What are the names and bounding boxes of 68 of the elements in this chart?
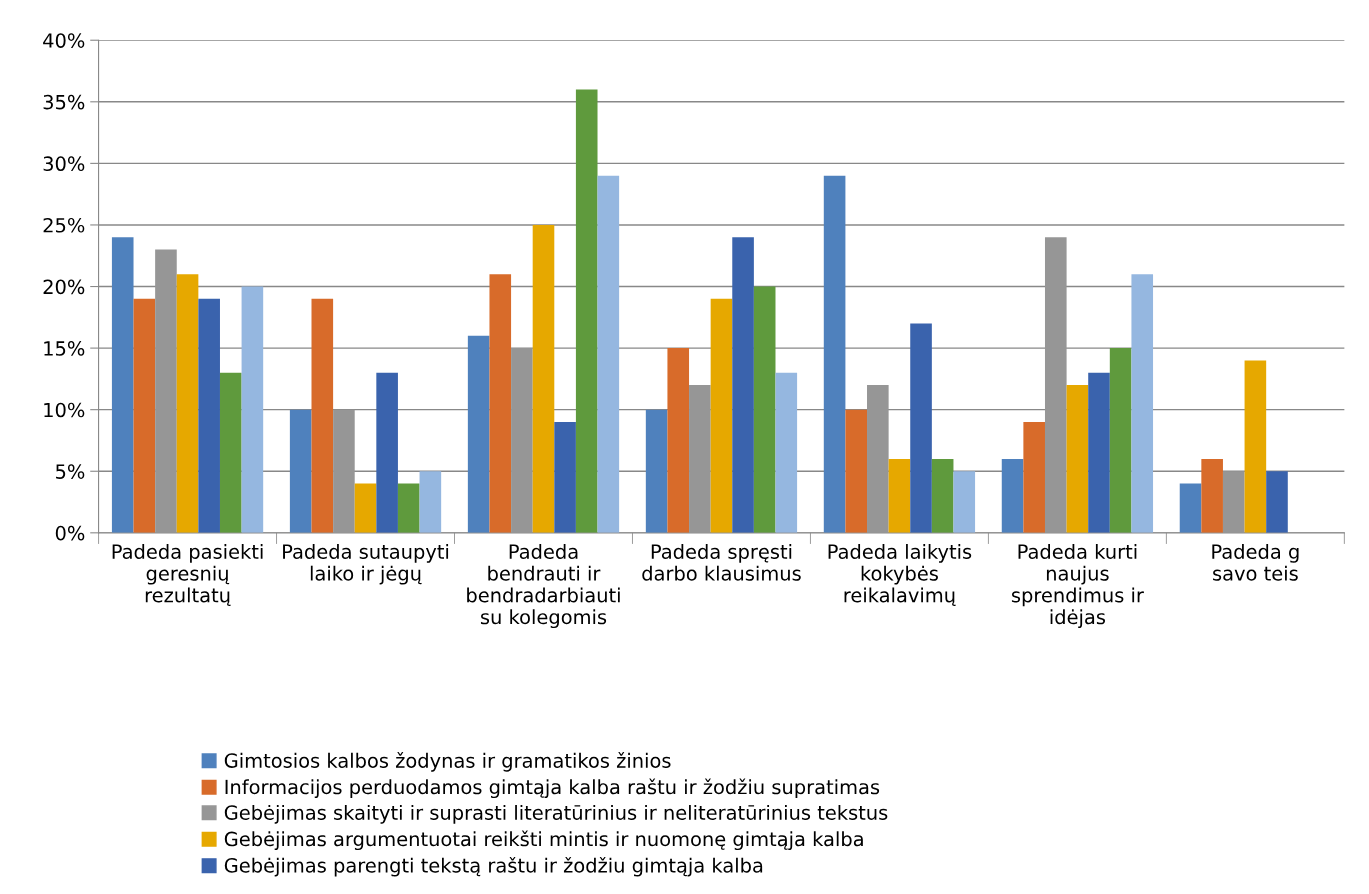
- bar: [888, 458, 911, 533]
- bar: [753, 286, 776, 533]
- y-tick-label: 30%: [43, 156, 85, 172]
- legend-label: Gebėjimas skaityti ir suprasti literatūrinius ir neliteratūrinius tekstus: [224, 804, 888, 824]
- y-tick-label: 40%: [43, 33, 85, 48]
- bar: [1266, 471, 1288, 533]
- bar: [511, 348, 533, 533]
- bar: [732, 237, 754, 533]
- bar: [1044, 237, 1067, 533]
- bar: [376, 372, 398, 533]
- bar: [710, 298, 733, 533]
- bar: [467, 335, 490, 533]
- bar: [1001, 458, 1024, 533]
- bar: [241, 286, 264, 533]
- bar: [333, 409, 355, 533]
- bar: [597, 175, 620, 533]
- y-tick-label: 25%: [43, 217, 85, 233]
- bar: [689, 385, 711, 533]
- y-tick-label: 35%: [43, 94, 85, 110]
- bar: [219, 372, 242, 533]
- bar: [354, 483, 377, 533]
- bar: [823, 175, 846, 533]
- bar: [1066, 385, 1089, 533]
- bar: [1131, 274, 1154, 533]
- bar: [155, 249, 177, 533]
- bar: [554, 421, 576, 533]
- y-tick-label: 15%: [44, 341, 85, 356]
- x-tick-label: Padeda spręsti darbo klausimus: [642, 543, 801, 581]
- bar: [645, 409, 668, 533]
- bar: [1109, 348, 1132, 533]
- bar: [133, 298, 156, 533]
- x-tick-label: Padeda pasiekti geresnių rezultatų: [112, 543, 263, 607]
- y-tick-label: 5%: [56, 464, 85, 479]
- bar: [1023, 421, 1045, 533]
- bar: [532, 224, 555, 533]
- x-tick-label: Padeda g savo teis: [1212, 543, 1299, 581]
- bar: [953, 471, 976, 533]
- bar: [867, 385, 889, 533]
- bar: [198, 298, 220, 533]
- bar: [845, 409, 868, 533]
- y-tick-label: 0%: [55, 525, 85, 541]
- legend-label: Gimtosios kalbos žodynas ir gramatikos žinios: [224, 752, 671, 772]
- y-tick-label: 10%: [44, 402, 85, 418]
- bar: [289, 409, 312, 533]
- bar: [1088, 372, 1110, 533]
- bar: [931, 458, 954, 533]
- bar: [667, 348, 690, 533]
- y-tick-label: 20%: [43, 279, 85, 295]
- legend-label: Informacijos perduodamos gimtąja kalba raštu ir žodžiu supratimas: [225, 778, 880, 799]
- bar: [419, 471, 442, 533]
- bar: [1244, 360, 1267, 533]
- bar: [311, 298, 334, 533]
- bar: [176, 274, 199, 533]
- legend-label: Gebėjimas argumentuotai reikšti mintis ir nuomonę gimtąja kalba: [224, 830, 863, 851]
- bar: [111, 237, 134, 533]
- bar: [910, 323, 932, 533]
- bar: [775, 372, 798, 533]
- bar: [397, 483, 420, 533]
- bar: [575, 89, 598, 533]
- x-tick-label: Padeda sutaupyti laiko ir jėgų: [283, 543, 449, 585]
- x-tick-label: Padeda bendrauti ir bendradarbiauti su kolegomis: [467, 543, 620, 629]
- x-tick-label: Padeda kurti naujus sprendimus ir idėjas: [1011, 543, 1144, 629]
- bar: [1201, 458, 1223, 533]
- bar: [1179, 483, 1202, 533]
- bar: [1222, 471, 1245, 533]
- legend-label: Gebėjimas parengti tekstą raštu ir žodžiu gimtąja kalba: [224, 856, 763, 877]
- bar: [489, 274, 512, 533]
- x-tick-label: Padeda laikytis kokybės reikalavimų: [828, 543, 972, 607]
